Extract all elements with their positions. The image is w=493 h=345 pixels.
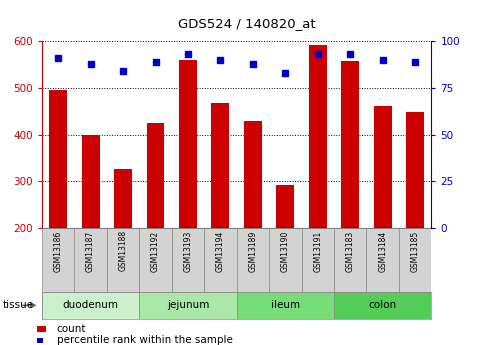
Bar xyxy=(179,60,197,228)
Bar xyxy=(334,228,366,292)
Bar xyxy=(37,326,46,332)
Text: GSM13186: GSM13186 xyxy=(54,230,63,272)
Bar xyxy=(237,228,269,292)
Text: jejunum: jejunum xyxy=(167,300,209,310)
Text: GSM13194: GSM13194 xyxy=(216,230,225,272)
Bar xyxy=(204,228,237,292)
Bar xyxy=(277,185,294,228)
Bar xyxy=(334,292,431,319)
Text: GSM13191: GSM13191 xyxy=(313,230,322,272)
Text: duodenum: duodenum xyxy=(63,300,119,310)
Bar xyxy=(399,228,431,292)
Bar xyxy=(139,292,237,319)
Text: ileum: ileum xyxy=(271,300,300,310)
Bar xyxy=(341,61,359,228)
Text: GDS524 / 140820_at: GDS524 / 140820_at xyxy=(177,17,316,30)
Text: GSM13184: GSM13184 xyxy=(378,230,387,272)
Bar xyxy=(146,123,165,228)
Bar xyxy=(211,103,229,228)
Bar xyxy=(244,120,262,228)
Bar xyxy=(406,112,424,228)
Bar xyxy=(42,228,74,292)
Bar xyxy=(172,228,204,292)
Bar xyxy=(37,338,43,343)
Bar xyxy=(82,135,100,228)
Text: GSM13190: GSM13190 xyxy=(281,230,290,272)
Text: GSM13193: GSM13193 xyxy=(183,230,192,272)
Text: GSM13189: GSM13189 xyxy=(248,230,257,272)
Bar xyxy=(366,228,399,292)
Text: GSM13188: GSM13188 xyxy=(118,230,128,272)
Bar xyxy=(107,228,139,292)
Text: percentile rank within the sample: percentile rank within the sample xyxy=(57,335,233,345)
Bar xyxy=(374,106,391,228)
Bar xyxy=(309,45,327,228)
Bar xyxy=(302,228,334,292)
Text: GSM13183: GSM13183 xyxy=(346,230,355,272)
Text: count: count xyxy=(57,325,86,334)
Bar xyxy=(74,228,107,292)
Text: tissue: tissue xyxy=(2,300,34,310)
Text: colon: colon xyxy=(369,300,397,310)
Bar xyxy=(42,292,139,319)
Bar xyxy=(139,228,172,292)
Bar xyxy=(49,90,67,228)
Text: GSM13185: GSM13185 xyxy=(411,230,420,272)
Text: GSM13192: GSM13192 xyxy=(151,230,160,272)
Text: GSM13187: GSM13187 xyxy=(86,230,95,272)
Bar xyxy=(114,169,132,228)
Bar xyxy=(237,292,334,319)
Bar xyxy=(269,228,302,292)
